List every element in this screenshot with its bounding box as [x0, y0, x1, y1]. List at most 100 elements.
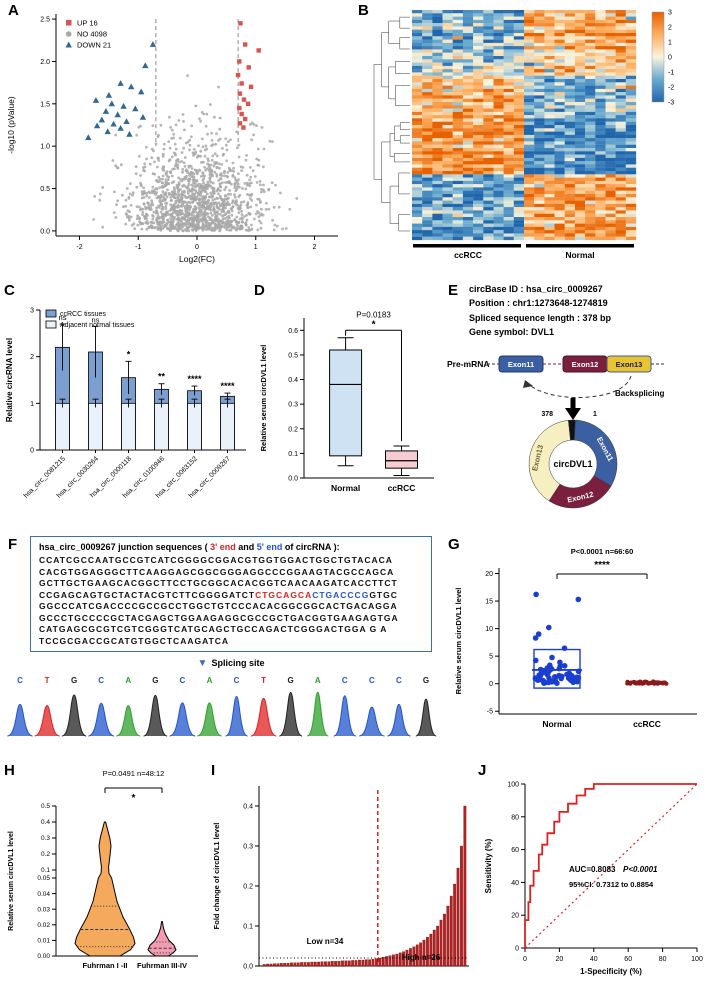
svg-text:5: 5	[489, 654, 493, 661]
svg-text:40: 40	[590, 956, 598, 963]
svg-text:AUC=0.8083: AUC=0.8083	[569, 865, 616, 874]
svg-text:P<0.0001 n=66:60: P<0.0001 n=66:60	[571, 547, 634, 556]
sequence-segment: CATGAGCGCGTCGTCGGGTCATGCAGCTGCCAGACTCGGG…	[39, 624, 388, 634]
svg-text:Fold change of circDVL1 level: Fold change of circDVL1 level	[212, 823, 221, 930]
svg-text:0.0: 0.0	[40, 228, 50, 235]
svg-text:0.01: 0.01	[37, 938, 50, 945]
svg-text:0: 0	[523, 956, 527, 963]
svg-text:0.5: 0.5	[40, 186, 50, 193]
sequence-line: TCCGCGACCGCATGTGGCTCAAGATCA	[39, 636, 423, 648]
panel-g-scatter: G -5 0 5 10 15 20 Relative serum circDVL1 leve…	[445, 536, 705, 762]
circbase-info: circBase ID : hsa_circ_0009267 Position …	[469, 282, 611, 340]
panel-e-label: E	[448, 282, 459, 299]
svg-text:-2: -2	[76, 244, 82, 251]
panel-c-barchart: C 0 1 2 3 Relative circRNA level ns hsa_circ_0…	[0, 280, 252, 536]
roc-curve-plot: 0 20 40 60 80 100 0 20 40 60 80 100 1-Specificity (%…	[484, 782, 703, 977]
svg-text:0.2: 0.2	[288, 426, 298, 433]
svg-text:G: G	[152, 676, 158, 685]
svg-text:80: 80	[659, 956, 667, 963]
sequence-line: CACGTGGAGGGCTTCAAGGAGCGGCGGGAGGCCCGGAAGT…	[39, 567, 423, 579]
svg-text:G: G	[71, 676, 77, 685]
svg-text:Exon13: Exon13	[616, 360, 643, 369]
splicing-site-label: ▼ Splicing site	[30, 658, 432, 669]
sequence-segment: GTGC	[369, 589, 398, 600]
svg-text:0.4: 0.4	[41, 819, 50, 826]
svg-text:A: A	[207, 676, 213, 685]
svg-text:0.2: 0.2	[41, 851, 50, 858]
svg-text:-2: -2	[668, 85, 674, 92]
svg-text:0.2: 0.2	[243, 884, 253, 891]
svg-text:P=0.0183: P=0.0183	[356, 310, 391, 319]
panel-g-label: G	[448, 536, 460, 553]
svg-text:0: 0	[489, 681, 493, 688]
svg-text:1-Specificity (%): 1-Specificity (%)	[580, 967, 642, 976]
svg-text:60: 60	[624, 956, 632, 963]
svg-text:0.3: 0.3	[243, 844, 253, 851]
sequence-line: GGCCCATCGACCCCGCCGCCTGGCTGTCCCACACGGCGGC…	[39, 601, 423, 613]
panel-a-volcano: A 0.0 0.5 1.0 1.5 2.0 2.5 -2 -1 0 1 2 Log2(FC) -log1…	[0, 0, 352, 278]
svg-text:T: T	[261, 676, 266, 685]
svg-text:Relative serum circDVL1 level: Relative serum circDVL1 level	[8, 831, 15, 931]
length-line: Spliced sequence length : 378 bp	[469, 312, 612, 323]
svg-text:G: G	[423, 676, 429, 685]
svg-text:0.4: 0.4	[243, 804, 253, 811]
svg-text:0.3: 0.3	[288, 402, 298, 409]
panel-d-boxplot: D 0.0 0.1 0.2 0.3 0.4 0.5 0.6 Relative serum ci…	[252, 280, 445, 536]
svg-text:UP 16: UP 16	[77, 19, 98, 28]
svg-text:****: ****	[187, 374, 202, 384]
sequence-segment: GCCCTGCCCCGCTACGAGCTGGAAGAGGCGCCGCTGACGG…	[39, 612, 399, 623]
junction-sequence-title: hsa_circ_0009267 junction sequences ( 3'…	[39, 542, 423, 552]
svg-text:C: C	[17, 676, 23, 685]
panel-j-roc: J 0 20 40 60 80 100 0 20 40 60 80 100 1-Specificity …	[477, 760, 705, 1006]
sequence-line: GCCCTGCCCCGCTACGAGCTGGAAGAGGCGCCGCTGACGG…	[39, 613, 423, 625]
svg-text:C: C	[342, 676, 348, 685]
svg-text:100: 100	[691, 956, 703, 963]
panel-b-label: B	[358, 2, 369, 19]
svg-text:0.05: 0.05	[37, 875, 50, 882]
svg-text:2.5: 2.5	[40, 17, 50, 24]
svg-text:DOWN 21: DOWN 21	[77, 41, 111, 50]
svg-text:20: 20	[511, 913, 519, 920]
fold-change-waterfall: 0.0 0.1 0.2 0.3 0.4 Fold change of circDVL1 l…	[212, 786, 469, 971]
svg-text:0: 0	[30, 448, 34, 455]
svg-text:-1: -1	[135, 244, 141, 251]
svg-text:Low n=34: Low n=34	[307, 937, 344, 946]
svg-text:circDVL1: circDVL1	[553, 459, 592, 469]
title-segment: 3' end	[210, 542, 236, 552]
svg-text:ccRCC: ccRCC	[633, 719, 661, 729]
backsplicing-diagram: Pre-mRNA Exon11 Exon12 Exon13BacksplicingEx…	[447, 355, 665, 509]
svg-text:0.00: 0.00	[37, 953, 50, 960]
svg-text:Adjacent normal tissues: Adjacent normal tissues	[60, 322, 135, 329]
svg-text:2.0: 2.0	[40, 59, 50, 66]
svg-text:Sensitivity (%): Sensitivity (%)	[484, 838, 493, 893]
title-segment: and	[235, 542, 257, 552]
panel-f-sequence: F hsa_circ_0009267 junction sequences ( …	[0, 534, 445, 762]
svg-text:ccRCC: ccRCC	[388, 483, 416, 493]
fuhrman-violin-plot: 0.00 0.01 0.02 0.03 0.04 0.050.1 0.2 0.3 0.4 0.5 R…	[8, 769, 198, 970]
svg-text:0: 0	[515, 946, 519, 953]
panel-i-waterfall: I 0.0 0.1 0.2 0.3 0.4 Fold change of circDVL1…	[205, 760, 477, 1006]
svg-text:0.04: 0.04	[37, 891, 50, 898]
svg-text:0.5: 0.5	[288, 352, 298, 359]
svg-text:60: 60	[511, 847, 519, 854]
panel-d-label: D	[254, 282, 265, 299]
svg-text:C: C	[98, 676, 104, 685]
svg-text:A: A	[125, 676, 131, 685]
svg-text:15: 15	[485, 599, 493, 606]
sequence-segment: CTGACCCG	[312, 589, 370, 600]
panel-f-label: F	[8, 536, 18, 553]
sequence-line: GCTTGCTGAAGCACGGCTTCCTGCGGCACACGGTCAACAA…	[39, 578, 423, 590]
svg-text:NO 4098: NO 4098	[77, 30, 107, 39]
svg-text:1: 1	[668, 40, 672, 47]
svg-text:0.1: 0.1	[243, 924, 253, 931]
svg-text:High n=26: High n=26	[402, 953, 441, 962]
panel-i-label: I	[211, 762, 216, 779]
svg-text:378: 378	[541, 411, 553, 418]
svg-text:80: 80	[511, 814, 519, 821]
svg-text:****: ****	[594, 560, 610, 571]
svg-text:20: 20	[485, 571, 493, 578]
svg-text:0: 0	[668, 55, 672, 62]
svg-text:T: T	[45, 676, 50, 685]
